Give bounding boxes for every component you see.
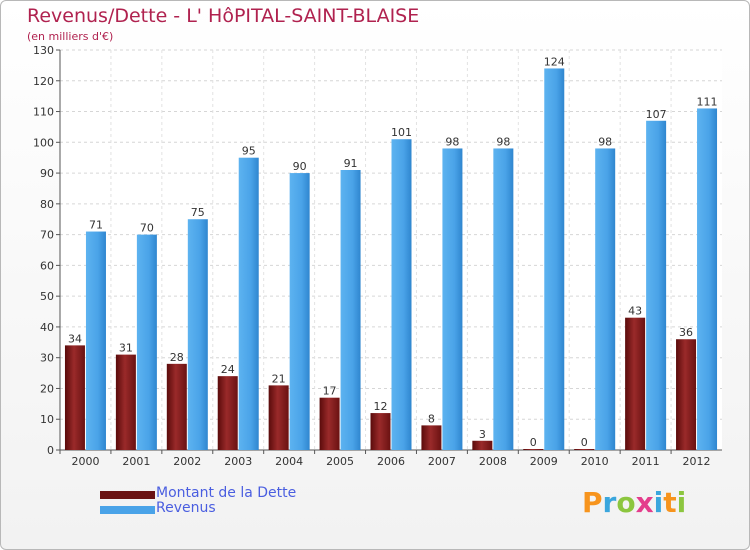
y-tick-label: 0	[47, 444, 54, 457]
bar-debt	[268, 385, 289, 450]
y-tick-label: 40	[40, 321, 54, 334]
bar-revenus	[595, 148, 616, 450]
data-label-debt: 24	[221, 363, 235, 376]
data-label-revenus: 71	[89, 219, 103, 232]
y-tick-label: 60	[40, 259, 54, 272]
bar-debt	[217, 376, 238, 450]
data-label-debt: 8	[428, 412, 435, 425]
bar-debt	[472, 440, 493, 450]
data-label-revenus: 91	[344, 157, 358, 170]
x-tick-label: 2006	[377, 455, 405, 468]
data-label-revenus: 101	[391, 126, 412, 139]
data-label-revenus: 75	[191, 206, 205, 219]
x-tick-label: 2005	[326, 455, 354, 468]
y-tick-label: 50	[40, 290, 54, 303]
bar-debt	[370, 413, 391, 450]
data-label-revenus: 70	[140, 222, 154, 235]
legend-label-revenus: Revenus	[156, 500, 216, 516]
data-label-revenus: 95	[242, 145, 256, 158]
bars	[64, 68, 718, 451]
bar-revenus	[289, 173, 310, 451]
bar-revenus	[187, 219, 208, 450]
logo-letter: x	[635, 486, 654, 519]
grid-lines	[60, 49, 722, 451]
y-tick-label: 110	[33, 106, 54, 119]
data-label-revenus: 111	[697, 95, 718, 108]
logo-letter: r	[602, 486, 617, 519]
bar-debt	[421, 425, 442, 450]
y-tick-label: 100	[33, 136, 54, 149]
data-label-debt: 43	[628, 305, 642, 318]
bar-debt	[166, 363, 187, 450]
logo-letter: t	[663, 486, 677, 519]
logo-letter: o	[616, 486, 636, 519]
x-tick-label: 2007	[428, 455, 456, 468]
y-tick-label: 20	[40, 382, 54, 395]
x-tick-label: 2004	[275, 455, 303, 468]
x-tick-label: 2010	[581, 455, 609, 468]
data-label-debt: 12	[374, 400, 388, 413]
x-tick-label: 2000	[71, 455, 99, 468]
data-label-revenus: 98	[496, 135, 510, 148]
bar-revenus	[391, 139, 412, 450]
data-label-revenus: 90	[293, 160, 307, 173]
data-label-debt: 3	[479, 428, 486, 441]
legend-swatch-revenus	[100, 506, 155, 514]
x-tick-label: 2011	[632, 455, 660, 468]
data-label-debt: 28	[170, 351, 184, 364]
bar-debt	[115, 354, 136, 450]
bar-revenus	[340, 170, 361, 450]
logo-letter: i	[676, 486, 687, 519]
data-label-revenus: 124	[544, 55, 565, 68]
logo-letter: i	[653, 486, 664, 519]
logo-letter: P	[582, 486, 603, 519]
y-tick-label: 130	[33, 44, 54, 57]
data-label-debt: 36	[679, 326, 693, 339]
bar-revenus	[493, 148, 514, 450]
y-tick-label: 80	[40, 198, 54, 211]
legend-swatch-debt	[100, 491, 155, 499]
y-tick-label: 120	[33, 75, 54, 88]
bar-debt	[64, 345, 85, 450]
data-label-revenus: 98	[598, 135, 612, 148]
data-label-debt: 0	[581, 436, 588, 449]
x-tick-label: 2003	[224, 455, 252, 468]
bar-revenus	[85, 231, 106, 450]
data-label-revenus: 107	[646, 108, 667, 121]
legend-label-debt: Montant de la Dette	[156, 485, 297, 501]
bar-revenus	[442, 148, 463, 450]
x-tick-label: 2009	[530, 455, 558, 468]
chart-title: Revenus/Dette - L' HôPITAL-SAINT-BLAISE	[27, 5, 420, 27]
data-label-debt: 21	[272, 372, 286, 385]
data-label-debt: 0	[530, 436, 537, 449]
proxiti-logo: Proxiti	[582, 486, 686, 519]
bar-debt	[676, 339, 697, 450]
bar-debt	[625, 317, 646, 450]
data-label-debt: 17	[323, 385, 337, 398]
y-tick-label: 10	[40, 413, 54, 426]
data-label-revenus: 98	[445, 135, 459, 148]
bar-debt	[523, 449, 544, 450]
bar-revenus	[544, 68, 565, 450]
data-labels: 34 71 31 70 28 75 24 95 21 90 17 91 12 101 8 98 3 98 0 124 0…	[68, 55, 718, 449]
x-tick-label: 2001	[122, 455, 150, 468]
bar-debt	[319, 397, 340, 450]
bar-revenus	[136, 234, 157, 450]
bar-debt	[574, 449, 595, 450]
x-tick-label: 2008	[479, 455, 507, 468]
data-label-debt: 34	[68, 332, 82, 345]
plot-background	[60, 50, 722, 450]
chart-subtitle: (en milliers d'€)	[27, 30, 114, 43]
y-tick-label: 70	[40, 229, 54, 242]
x-tick-label: 2002	[173, 455, 201, 468]
bar-revenus	[646, 120, 667, 451]
y-tick-label: 30	[40, 352, 54, 365]
y-tick-label: 90	[40, 167, 54, 180]
x-tick-label: 2012	[683, 455, 711, 468]
bar-revenus	[238, 157, 259, 450]
data-label-debt: 31	[119, 342, 133, 355]
bar-revenus	[697, 108, 718, 450]
